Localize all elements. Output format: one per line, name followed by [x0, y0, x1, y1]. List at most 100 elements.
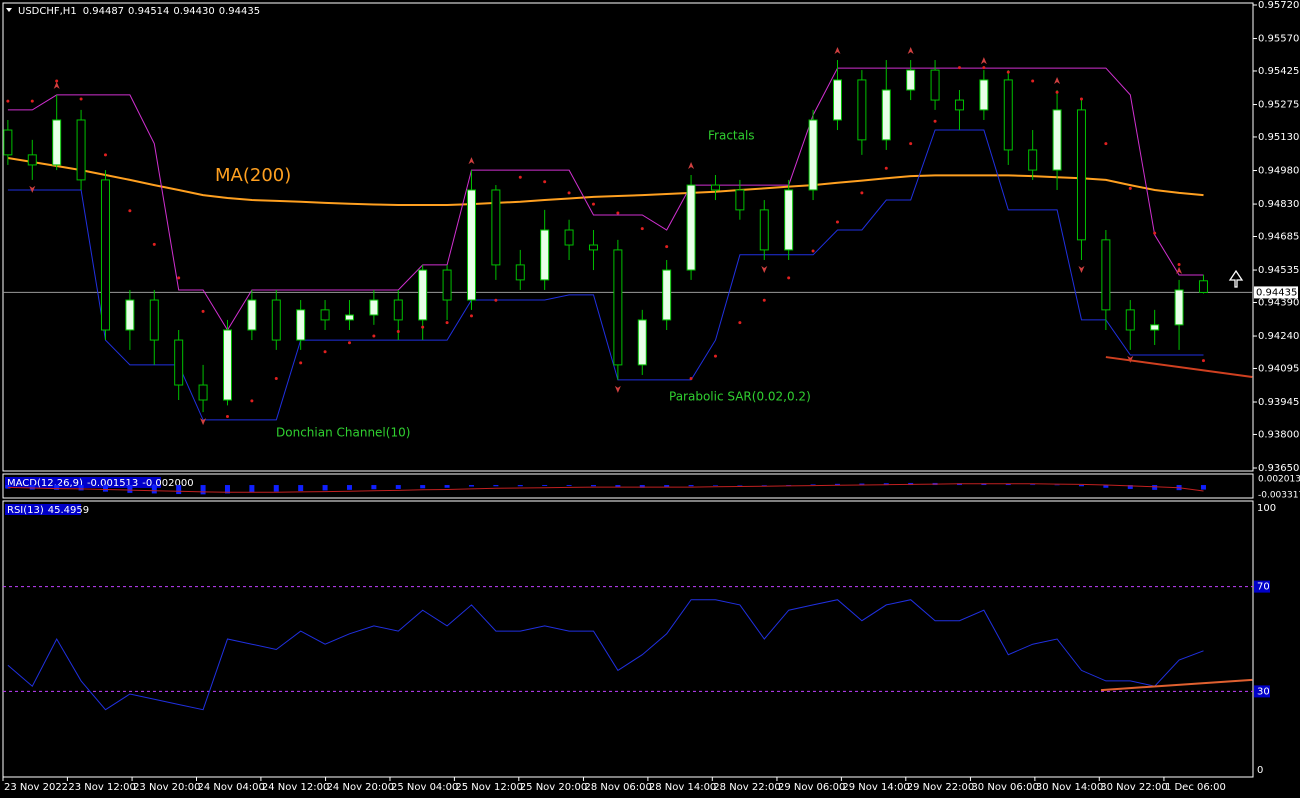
x-tick-label: 28 Nov 14:00 [649, 782, 716, 793]
sar-dot [274, 377, 278, 381]
up-arrow-icon [1228, 269, 1244, 288]
candle-body [906, 69, 916, 91]
sar-dot [372, 334, 376, 338]
candle-body [442, 269, 452, 301]
fractal-down [614, 385, 621, 393]
macd-bar [566, 485, 572, 486]
sar-dot [1055, 90, 1059, 94]
y-tick-label: 0.94240 [1258, 331, 1299, 342]
macd-bar [273, 485, 279, 492]
macd-bar [737, 485, 743, 486]
rsi-line [7, 599, 1204, 711]
macd-bar [859, 483, 865, 486]
sar-dot [1153, 231, 1157, 235]
x-tick-label: 29 Nov 22:00 [907, 782, 974, 793]
indicator-label: Donchian Channel(10) [276, 426, 410, 440]
macd-bar [810, 484, 816, 486]
candle-body [52, 119, 62, 166]
candle-body [296, 309, 306, 341]
candle-body [564, 229, 574, 246]
candle-body [832, 79, 842, 121]
sar-dot [299, 361, 303, 365]
macd-bar [151, 485, 157, 494]
sar-dot [811, 249, 815, 253]
trend-line [1100, 678, 1253, 692]
macd-bar [395, 485, 401, 489]
macd-bar [5, 485, 11, 489]
y-tick-label: 100 [1257, 503, 1276, 514]
macd-bar [371, 485, 377, 490]
donchian-upper [7, 67, 1204, 331]
fractal-down [29, 185, 36, 193]
sar-dot [1006, 70, 1010, 74]
macd-bar [78, 485, 84, 491]
candle-body [637, 319, 647, 366]
fractal-down [1078, 265, 1085, 273]
macd-bar [29, 485, 35, 490]
rsi-header-box [5, 504, 81, 515]
sar-dot [933, 119, 937, 123]
candle-body [662, 269, 672, 321]
macd-bar [688, 485, 694, 487]
macd-bar [590, 485, 596, 487]
candle-body [759, 209, 769, 251]
fractal-down [761, 265, 768, 273]
macd-bar [664, 485, 670, 488]
sar-dot [421, 325, 425, 329]
macd-bar [1030, 484, 1036, 486]
candle-body [1052, 109, 1062, 171]
main-header: USDCHF,H1 0.94487 0.94514 0.94430 0.94435 [18, 6, 260, 17]
y-tick-label: 0 [1257, 765, 1263, 776]
sar-dot [396, 330, 400, 334]
macd-bar [346, 485, 352, 490]
sar-dot [30, 99, 34, 103]
macd-value: -0.001513 [87, 478, 138, 489]
sar-dot [323, 350, 327, 354]
donchian-lower [7, 129, 1204, 421]
candle-body [149, 299, 159, 341]
sar-dot [152, 242, 156, 246]
sar-dot [250, 399, 254, 403]
sar-dot [713, 354, 717, 358]
x-tick-label: 1 Dec 06:00 [1165, 782, 1226, 793]
candle-body [857, 79, 867, 141]
x-tick-label: 25 Nov 12:00 [455, 782, 522, 793]
candle-body [1198, 280, 1208, 293]
y-tick-label: 0.002013 [1258, 475, 1300, 485]
y-tick-label: 0.95130 [1258, 132, 1299, 143]
sar-dot [177, 276, 181, 280]
x-tick-label: 30 Nov 22:00 [1100, 782, 1167, 793]
x-tick-label: 24 Nov 04:00 [197, 782, 264, 793]
macd-bar [834, 483, 840, 486]
candle-body [198, 384, 208, 401]
fractal-up [1176, 266, 1183, 274]
rsi-panel [2, 500, 1254, 778]
fractal-up [1054, 76, 1061, 84]
y-tick-label: 0.94535 [1258, 265, 1299, 276]
candle-body [491, 189, 501, 266]
macd-bar [761, 485, 767, 486]
candle-body [930, 69, 940, 101]
close-label: 0.94435 [219, 6, 260, 17]
y-tick-label: 0.93945 [1258, 397, 1299, 408]
sar-dot [1201, 359, 1205, 363]
macd-bar [639, 485, 645, 488]
y-tick-label: 0.93800 [1258, 429, 1299, 440]
candle-body [735, 189, 745, 211]
candle-body [247, 299, 257, 331]
macd-header: MACD(12,26,9) -0.001513 -0.002000 [7, 478, 194, 489]
candle-body [393, 299, 403, 321]
candle-body [3, 129, 13, 156]
x-tick-label: 23 Nov 20:00 [133, 782, 200, 793]
indicator-label: Parabolic SAR(0.02,0.2) [669, 390, 811, 404]
x-tick-label: 30 Nov 06:00 [971, 782, 1038, 793]
y-tick-label: 0.94830 [1258, 199, 1299, 210]
price-box [1254, 286, 1298, 299]
sar-dot [738, 321, 742, 325]
menu-triangle [6, 8, 12, 12]
sar-dot [225, 415, 229, 419]
candle-body [515, 264, 525, 281]
x-tick-label: 28 Nov 06:00 [584, 782, 651, 793]
